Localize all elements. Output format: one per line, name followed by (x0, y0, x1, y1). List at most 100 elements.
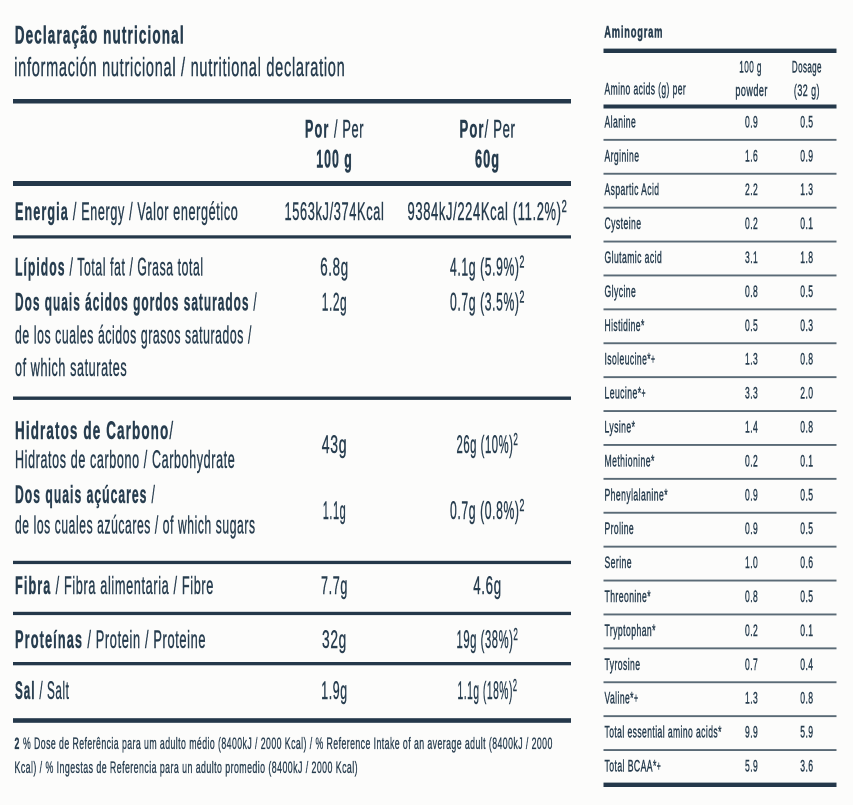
svg-text:Leucine*+: Leucine*+ (605, 383, 646, 402)
svg-text:0.1: 0.1 (800, 451, 813, 470)
svg-text:32g: 32g (322, 627, 347, 654)
svg-text:Glycine: Glycine (605, 282, 637, 301)
svg-text:Dos quais açúcares /: Dos quais açúcares / (15, 481, 155, 509)
svg-text:2 % Dose de Referência para um: 2 % Dose de Referência para um adulto mé… (15, 734, 553, 753)
svg-text:100 g: 100 g (316, 146, 353, 174)
svg-text:Cysteine: Cysteine (605, 214, 642, 233)
svg-text:Total BCAA*+: Total BCAA*+ (605, 756, 662, 775)
svg-text:2.2: 2.2 (745, 180, 758, 199)
svg-text:Dosage: Dosage (792, 57, 822, 76)
svg-text:5.9: 5.9 (800, 722, 813, 741)
svg-text:9384kJ/224Kcal (11.2%)2: 9384kJ/224Kcal (11.2%)2 (408, 197, 568, 226)
svg-text:Hidratos de carbono / Carbohyd: Hidratos de carbono / Carbohydrate (15, 446, 235, 474)
svg-text:0.8: 0.8 (745, 587, 758, 606)
svg-text:Energia / Energy / Valor energ: Energia / Energy / Valor energético (15, 199, 238, 227)
svg-text:Kcal) / % Ingestas de Referenc: Kcal) / % Ingestas de Referencia para un… (15, 758, 359, 777)
svg-text:0.8: 0.8 (800, 417, 813, 436)
svg-text:5.9: 5.9 (745, 756, 758, 775)
svg-text:Valine*+: Valine*+ (605, 689, 639, 708)
svg-text:Por/ Per: Por/ Per (459, 116, 515, 144)
svg-text:0.9: 0.9 (745, 112, 758, 131)
svg-text:0.8: 0.8 (745, 282, 758, 301)
svg-text:0.5: 0.5 (800, 587, 813, 606)
svg-text:0.2: 0.2 (745, 621, 758, 640)
svg-text:0.1: 0.1 (800, 621, 813, 640)
svg-text:Hidratos de Carbono/: Hidratos de Carbono/ (15, 418, 174, 445)
svg-text:1.8: 1.8 (800, 248, 813, 267)
svg-text:Sal / Salt: Sal / Salt (15, 677, 69, 705)
svg-text:1.4: 1.4 (745, 417, 758, 436)
svg-text:of which saturates: of which saturates (15, 355, 127, 383)
svg-text:0.8: 0.8 (800, 350, 813, 369)
svg-text:0.9: 0.9 (745, 519, 758, 538)
svg-text:0.7: 0.7 (745, 655, 758, 674)
svg-text:Histidine*: Histidine* (605, 316, 645, 335)
svg-text:19g (38%)2: 19g (38%)2 (457, 623, 519, 654)
svg-text:Arginine: Arginine (605, 146, 640, 165)
svg-text:1563kJ/374Kcal: 1563kJ/374Kcal (285, 199, 385, 227)
svg-text:Amino acids (g) per: Amino acids (g) per (605, 79, 687, 98)
svg-text:4.1g (5.9%)2: 4.1g (5.9%)2 (450, 251, 525, 282)
svg-text:0.1: 0.1 (800, 214, 813, 233)
svg-text:Declaração nutricional: Declaração nutricional (15, 22, 185, 49)
svg-text:powder: powder (735, 81, 767, 100)
svg-text:1.3: 1.3 (800, 180, 813, 199)
svg-text:1.2g: 1.2g (322, 289, 347, 317)
svg-text:0.8: 0.8 (800, 689, 813, 708)
svg-text:1.9g: 1.9g (321, 677, 347, 705)
svg-text:Total essential amino acids*: Total essential amino acids* (605, 722, 722, 741)
svg-text:Dos quais ácidos gordos satura: Dos quais ácidos gordos saturados / (15, 289, 257, 317)
svg-text:2.0: 2.0 (800, 383, 813, 402)
svg-text:Alanine: Alanine (605, 112, 637, 131)
svg-text:100 g: 100 g (739, 57, 762, 76)
svg-text:4.6g: 4.6g (473, 573, 502, 600)
svg-text:26g (10%)2: 26g (10%)2 (457, 428, 519, 459)
svg-text:Isoleucine*+: Isoleucine*+ (605, 350, 656, 369)
svg-text:0.5: 0.5 (800, 282, 813, 301)
svg-text:Proteínas / Protein / Proteine: Proteínas / Protein / Proteine (15, 627, 206, 655)
svg-text:información nutricional / nutr: información nutricional / nutritional de… (14, 54, 345, 82)
svg-text:1.1g (18%)2: 1.1g (18%)2 (458, 675, 518, 705)
svg-text:1.1g: 1.1g (323, 498, 346, 525)
svg-text:0.4: 0.4 (800, 655, 813, 674)
svg-text:1.0: 1.0 (745, 553, 758, 572)
svg-text:43g: 43g (322, 432, 347, 459)
svg-text:0.3: 0.3 (800, 316, 813, 335)
svg-text:0.5: 0.5 (745, 316, 758, 335)
svg-text:60g: 60g (475, 146, 500, 174)
svg-text:Fibra / Fibra alimentaria / Fi: Fibra / Fibra alimentaria / Fibre (15, 573, 214, 601)
svg-text:9.9: 9.9 (745, 722, 758, 741)
svg-text:0.5: 0.5 (800, 485, 813, 504)
svg-text:0.2: 0.2 (745, 214, 758, 233)
svg-text:3.6: 3.6 (800, 756, 813, 775)
svg-text:Lysine*: Lysine* (605, 417, 636, 436)
svg-text:Glutamic acid: Glutamic acid (605, 248, 663, 267)
svg-text:7.7g: 7.7g (321, 573, 348, 601)
svg-text:1.3: 1.3 (745, 350, 758, 369)
svg-text:1.3: 1.3 (745, 689, 758, 708)
svg-text:Tryptophan*: Tryptophan* (605, 621, 657, 640)
svg-text:Methionine*: Methionine* (605, 451, 655, 470)
svg-text:de los cuales ácidos grasos sa: de los cuales ácidos grasos saturados / (15, 322, 252, 350)
svg-text:Phenylalanine*: Phenylalanine* (605, 485, 669, 504)
svg-text:0.5: 0.5 (800, 112, 813, 131)
svg-text:Por / Per: Por / Per (305, 116, 364, 144)
svg-text:0.9: 0.9 (800, 146, 813, 165)
svg-text:0.2: 0.2 (745, 451, 758, 470)
svg-text:Proline: Proline (605, 519, 635, 538)
svg-text:Threonine*: Threonine* (605, 587, 652, 606)
svg-text:3.3: 3.3 (745, 383, 758, 402)
svg-text:Tyrosine: Tyrosine (605, 655, 641, 674)
svg-text:(32 g): (32 g) (794, 81, 820, 100)
svg-text:0.7g (0.8%)2: 0.7g (0.8%)2 (450, 494, 525, 525)
svg-text:de los cuales azúcares / of wh: de los cuales azúcares / of which sugars (15, 512, 256, 540)
svg-text:Aminogram: Aminogram (604, 23, 663, 42)
svg-text:1.6: 1.6 (745, 146, 758, 165)
svg-text:Lípidos / Total fat / Grasa to: Lípidos / Total fat / Grasa total (15, 254, 204, 282)
svg-text:0.7g (3.5%)2: 0.7g (3.5%)2 (450, 286, 525, 317)
svg-text:Serine: Serine (605, 553, 633, 572)
svg-text:Aspartic Acid: Aspartic Acid (605, 180, 660, 199)
svg-text:0.9: 0.9 (745, 485, 758, 504)
svg-text:6.8g: 6.8g (320, 254, 349, 281)
svg-text:0.6: 0.6 (800, 553, 813, 572)
